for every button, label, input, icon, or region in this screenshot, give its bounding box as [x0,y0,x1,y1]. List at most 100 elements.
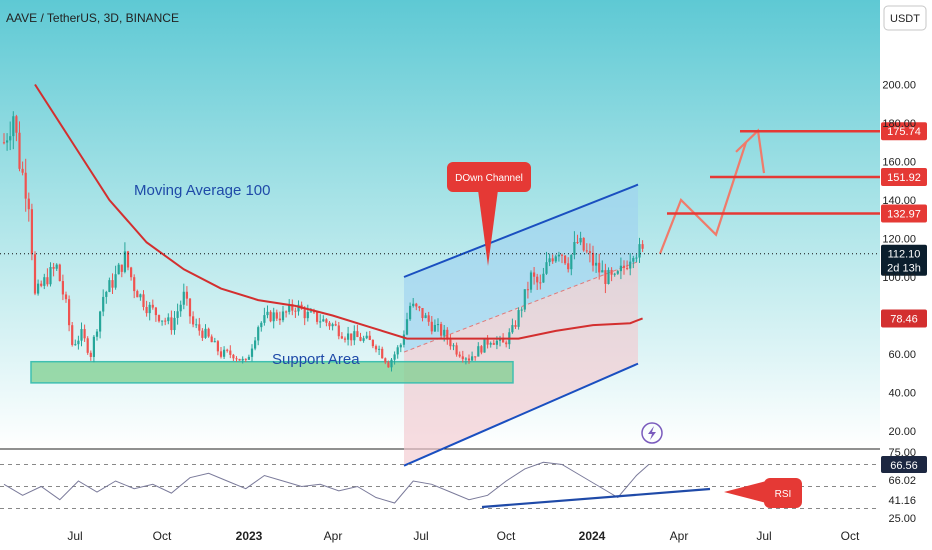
candle-body [415,303,418,307]
channel-lower-line[interactable] [403,362,639,467]
candle-body [529,272,533,290]
ma-100-line[interactable] [34,83,643,340]
candle-body [238,358,241,361]
candle-body [139,294,142,298]
candle-body [433,324,436,332]
y-tick-label: 100.00 [882,272,916,284]
candle-body [591,252,595,266]
candle-body [192,316,195,325]
candle-body [77,340,80,345]
candle-body [126,251,130,268]
candle-body [368,335,371,340]
x-tick-label: Oct [497,529,516,543]
candle-body [365,335,368,339]
candle-body [545,262,548,274]
candle-body [539,282,542,284]
candle-body [92,336,95,357]
candle-body [37,283,40,294]
candle-body [151,304,154,308]
currency-button[interactable]: USDT [883,5,927,31]
candle-body [340,336,343,339]
rsi-y-tick-label: 25.00 [888,513,916,525]
candle-body [204,328,207,338]
rsi-callout-box [764,478,802,508]
candle-body [427,315,430,322]
rsi-y-tick-label: 66.02 [888,475,916,487]
candle-body [331,324,334,327]
candle-body [576,242,579,244]
candle-body [182,291,185,305]
candle-body [421,307,424,319]
target-level-label: 151.92 [887,172,921,184]
candle-body [40,283,43,286]
candle-body [6,140,9,143]
candle-body [520,309,523,311]
countdown-label: 2d 13h [887,263,921,275]
candle-body [402,334,405,345]
candle-body [288,304,291,312]
candle-body [24,172,27,199]
candle-body [635,257,638,259]
channel-group [403,183,639,467]
candle-body [266,311,269,316]
candle-body [381,348,384,359]
candle-body [52,267,55,269]
candle-body [161,320,164,322]
candle-body [564,255,567,264]
candle-body [356,331,359,337]
channel-upper-line[interactable] [403,183,639,278]
candle-body [272,312,275,322]
target-level-label: 132.97 [887,209,921,221]
candle-body [278,318,281,321]
target-level-badge [881,204,927,223]
candle-body [477,346,480,357]
rsi-value-label: 66.56 [890,460,918,472]
last-price-label: 112.10 [888,249,921,261]
candle-body [471,356,474,361]
candle-body [133,277,136,292]
y-tick-label: 20.00 [888,426,916,438]
candle-body [560,254,564,256]
candle-body [378,348,381,350]
candle-body [154,307,157,316]
candle-body [495,340,498,345]
candle-body [480,346,483,353]
candle-body [641,244,644,249]
candle-body [595,262,598,266]
candle-body [12,116,15,137]
x-tick-label: 2023 [236,529,263,543]
candle-body [334,324,337,326]
candle-body [247,356,250,360]
candle-body [328,322,331,327]
candle-body [424,315,427,319]
candle-body [111,280,114,288]
candle-body [502,337,505,343]
support-annotation: Support Area [272,351,360,368]
rsi-trendline[interactable] [481,487,711,509]
rsi-line[interactable] [3,461,650,504]
candle-body [219,351,223,357]
candle-body [46,277,49,285]
candle-body [179,304,182,312]
candle-body [226,349,229,351]
candle-body [412,303,415,306]
candle-body [83,329,86,339]
candle-body [483,338,486,353]
candle-body [533,272,536,277]
candle-body [285,311,288,313]
candle-body [99,311,102,332]
candle-body [613,273,616,275]
candle-body [188,298,192,317]
candle-body [185,291,188,299]
candle-body [68,299,71,326]
axis-group: 200.00 180.00 160.00 140.00 120.00 100.00 60.0… [67,80,916,544]
candle-body [585,250,588,252]
candle-body [517,310,520,327]
time-axis [0,522,932,550]
lightning-icon[interactable] [641,422,663,444]
candle-body [309,311,312,313]
y-tick-label: 60.00 [888,349,916,361]
target-level-badge [881,122,927,141]
candle-body [588,251,591,253]
